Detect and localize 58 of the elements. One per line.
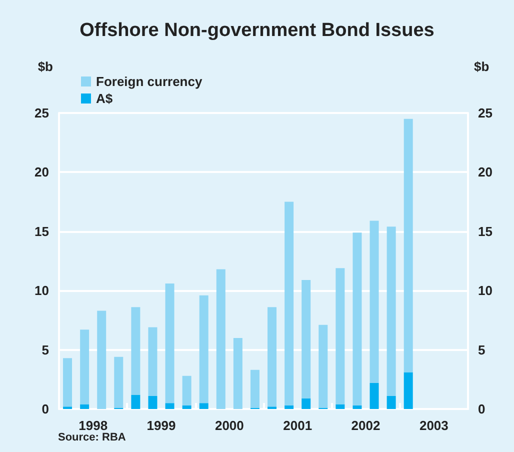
bar bbox=[216, 269, 226, 409]
bar bbox=[80, 330, 90, 404]
bar bbox=[336, 268, 345, 404]
bar bbox=[233, 338, 242, 409]
y2-tick-label: 10 bbox=[478, 283, 492, 298]
bar bbox=[352, 405, 362, 409]
chart-title: Offshore Non-government Bond Issues bbox=[80, 20, 434, 41]
bar bbox=[131, 307, 140, 395]
legend-label: Foreign currency bbox=[96, 74, 203, 89]
y-tick-label: 15 bbox=[34, 224, 49, 239]
y-axis-title: $b bbox=[38, 59, 54, 74]
y2-axis-title: $b bbox=[474, 59, 490, 74]
bar bbox=[302, 398, 311, 409]
x-tick-label: 2000 bbox=[214, 418, 244, 433]
y2-tick-label: 25 bbox=[478, 106, 492, 120]
y2-tick-label: 20 bbox=[478, 164, 492, 180]
bar bbox=[148, 327, 158, 396]
bar bbox=[284, 202, 294, 406]
bar bbox=[404, 372, 413, 409]
bar bbox=[63, 358, 72, 407]
bar bbox=[114, 356, 124, 408]
bar bbox=[302, 280, 311, 398]
y2-tick-label: 0 bbox=[478, 402, 486, 416]
y-tick-label: 25 bbox=[34, 106, 49, 120]
bar bbox=[386, 396, 396, 409]
bar bbox=[352, 232, 362, 406]
bar bbox=[97, 310, 106, 409]
x-tick-label: 2003 bbox=[419, 418, 448, 433]
bar bbox=[182, 405, 192, 409]
bar bbox=[386, 226, 396, 396]
y-tick-label: 5 bbox=[42, 342, 49, 358]
bar bbox=[268, 307, 277, 407]
bar bbox=[404, 118, 413, 372]
y2-tick-label: 5 bbox=[478, 342, 486, 358]
bar bbox=[250, 370, 260, 408]
bar bbox=[182, 376, 192, 406]
bar bbox=[370, 220, 379, 383]
bar bbox=[165, 283, 174, 404]
legend-label: A$ bbox=[96, 91, 114, 106]
bar bbox=[165, 403, 174, 409]
source-note: Source: RBA bbox=[58, 432, 126, 444]
bar bbox=[199, 403, 208, 409]
bar bbox=[318, 324, 328, 408]
y-tick-label: 10 bbox=[34, 283, 49, 298]
y-tick-label: 0 bbox=[42, 402, 49, 416]
bar bbox=[284, 405, 294, 409]
bar bbox=[370, 382, 379, 409]
x-tick-label: 1998 bbox=[78, 418, 108, 433]
bar bbox=[199, 295, 208, 404]
x-tick-label: 2001 bbox=[283, 418, 312, 433]
bar bbox=[148, 396, 158, 409]
y2-tick-label: 15 bbox=[478, 224, 492, 239]
bar bbox=[80, 404, 90, 409]
y-tick-label: 20 bbox=[34, 164, 49, 180]
x-tick-label: 1999 bbox=[146, 418, 176, 433]
bar bbox=[336, 404, 345, 409]
bar bbox=[131, 394, 140, 409]
x-tick-label: 2002 bbox=[351, 418, 380, 433]
